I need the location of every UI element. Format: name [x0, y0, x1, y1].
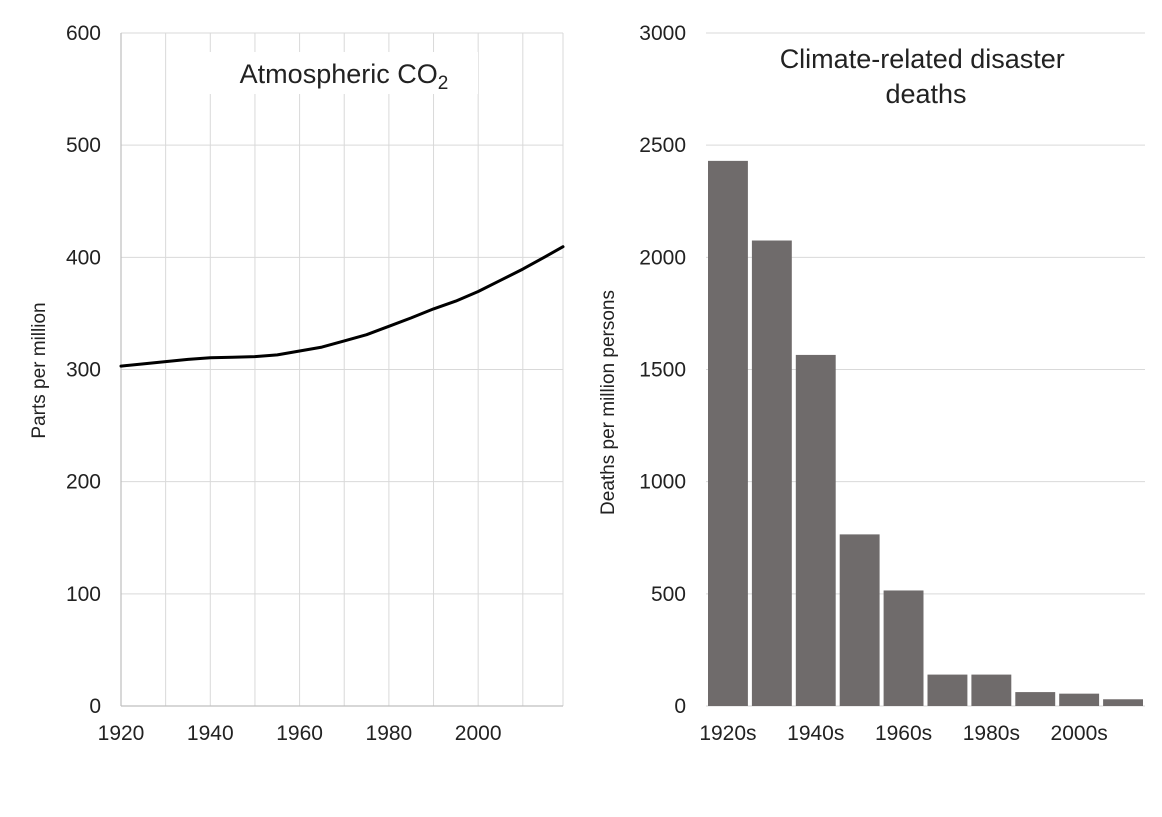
- co2-y-tick-label: 200: [66, 471, 101, 494]
- co2-x-tick-label: 1960: [276, 722, 323, 745]
- deaths-x-tick-label: 2000s: [1051, 722, 1108, 745]
- deaths-tick-labels: 0 500 1000 1500 2000 2500 3000 1920s 1940s 1960s 1…: [639, 22, 1107, 745]
- deaths-bar-1970s: [927, 674, 968, 706]
- deaths-chart-title-line-2: deaths: [885, 79, 966, 109]
- deaths-y-axis-label: Deaths per million persons: [598, 290, 619, 515]
- deaths-chart-title-line-1: Climate-related disaster: [780, 44, 1065, 74]
- co2-x-tick-label: 1980: [366, 722, 413, 745]
- deaths-bar-2010s: [1103, 699, 1143, 706]
- deaths-y-tick-label: 1500: [639, 359, 686, 382]
- co2-chart-title-main: Atmospheric CO: [240, 59, 438, 89]
- co2-y-tick-label: 400: [66, 246, 101, 269]
- co2-x-tick-label: 1940: [187, 722, 234, 745]
- deaths-x-tick-label: 1960s: [875, 722, 932, 745]
- disaster-deaths-chart: Climate-related disaster deaths Deaths p…: [598, 22, 1145, 745]
- deaths-y-tick-label: 0: [674, 695, 686, 718]
- co2-chart-title: Atmospheric CO2: [240, 59, 449, 94]
- deaths-bar-1930s: [751, 240, 792, 706]
- deaths-y-tick-label: 2500: [639, 134, 686, 157]
- co2-y-tick-label: 0: [89, 695, 101, 718]
- deaths-y-tick-label: 3000: [639, 22, 686, 45]
- deaths-x-tick-label: 1920s: [699, 722, 756, 745]
- co2-x-tick-label: 2000: [455, 722, 502, 745]
- deaths-chart-title: Climate-related disaster deaths: [780, 44, 1073, 109]
- co2-y-tick-label: 500: [66, 134, 101, 157]
- co2-y-tick-label: 100: [66, 583, 101, 606]
- deaths-bar-1920s: [708, 160, 748, 706]
- co2-gridlines: [120, 32, 564, 707]
- co2-title-background: [208, 52, 478, 94]
- deaths-y-tick-label: 1000: [639, 471, 686, 494]
- deaths-y-tick-label: 2000: [639, 246, 686, 269]
- co2-y-axis-label: Parts per million: [29, 302, 50, 438]
- deaths-x-tick-label: 1980s: [963, 722, 1020, 745]
- deaths-bars: [708, 160, 1143, 706]
- deaths-bar-1960s: [883, 590, 924, 706]
- deaths-bar-1980s: [971, 674, 1012, 706]
- deaths-x-tick-label: 1940s: [787, 722, 844, 745]
- deaths-bar-1950s: [839, 534, 880, 706]
- deaths-bar-2000s: [1059, 693, 1100, 706]
- co2-chart-title-subscript: 2: [438, 73, 449, 94]
- deaths-bar-1990s: [1015, 692, 1056, 706]
- co2-tick-labels: 0 100 200 300 400 500 600 1920 1940 1960 1980 2000: [66, 22, 502, 745]
- co2-series-line: [119, 245, 565, 368]
- deaths-bar-1940s: [795, 354, 836, 706]
- co2-x-tick-label: 1920: [98, 722, 145, 745]
- co2-axes: [120, 33, 563, 707]
- co2-y-tick-label: 300: [66, 359, 101, 382]
- deaths-y-tick-label: 500: [651, 583, 686, 606]
- co2-y-tick-label: 600: [66, 22, 101, 45]
- co2-chart: Atmospheric CO2 Parts per million 0 100 20…: [29, 22, 565, 745]
